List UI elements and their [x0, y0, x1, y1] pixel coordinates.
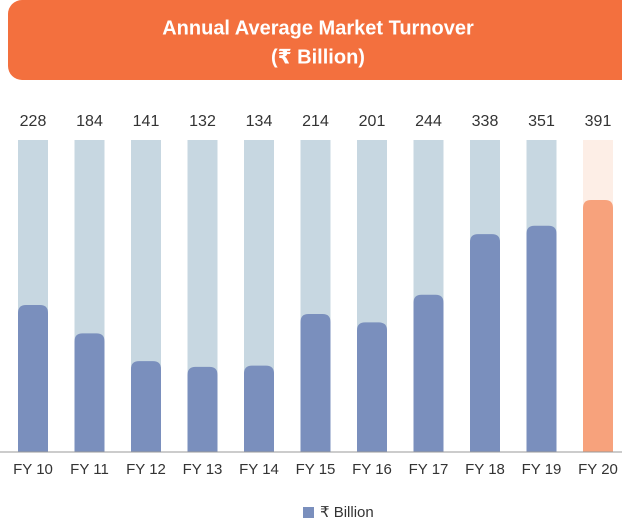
value-label: 244 [415, 113, 442, 130]
x-tick-label: FY 20 [578, 461, 618, 478]
bar [74, 333, 105, 452]
chart-subtitle: (₹ Billion) [271, 46, 365, 68]
value-label: 132 [189, 113, 216, 130]
value-label: 201 [359, 113, 386, 130]
value-label: 338 [472, 113, 499, 130]
value-label: 141 [133, 113, 160, 130]
bar [187, 366, 218, 452]
x-tick-label: FY 17 [409, 461, 449, 478]
value-label: 214 [302, 113, 329, 130]
bar [357, 322, 387, 452]
x-tick-label: FY 11 [70, 461, 109, 478]
x-tick-label: FY 13 [183, 461, 223, 478]
legend-swatch [303, 507, 314, 518]
bar [18, 305, 48, 452]
bar [583, 199, 613, 452]
value-label: 351 [528, 113, 555, 130]
value-label: 184 [76, 113, 103, 130]
x-tick-label: FY 12 [126, 461, 166, 478]
title-box [8, 0, 622, 80]
legend-label: ₹ Billion [320, 504, 374, 521]
bar [131, 361, 161, 452]
bar [470, 234, 500, 452]
x-tick-label: FY 16 [352, 461, 392, 478]
x-tick-label: FY 15 [296, 461, 336, 478]
x-tick-label: FY 10 [13, 461, 53, 478]
x-tick-label: FY 14 [239, 461, 279, 478]
x-tick-label: FY 19 [522, 461, 562, 478]
value-label: 391 [585, 113, 612, 130]
value-label: 134 [246, 113, 273, 130]
x-tick-label: FY 18 [465, 461, 505, 478]
value-label: 228 [20, 113, 47, 130]
bar [526, 225, 557, 452]
bar [244, 365, 274, 452]
bar [300, 314, 331, 452]
chart-title: Annual Average Market Turnover [162, 17, 474, 39]
bar [413, 294, 444, 452]
